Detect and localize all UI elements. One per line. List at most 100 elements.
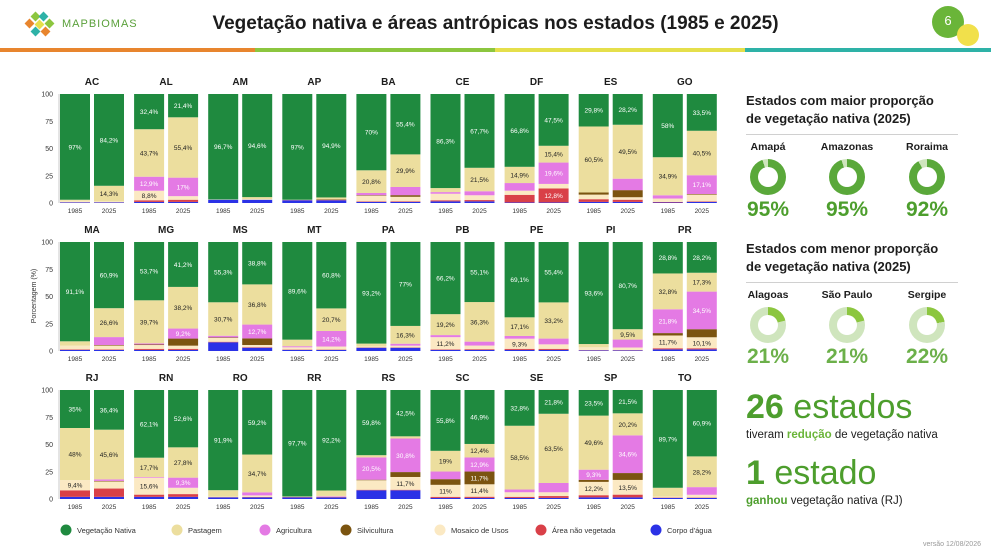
bar-segment-veg	[134, 390, 165, 458]
year-tick-label: 1985	[438, 208, 453, 215]
year-tick-label: 1985	[216, 504, 231, 511]
bar-value-label: 32,8%	[510, 405, 529, 412]
bar-segment-agri	[316, 331, 347, 347]
bar-segment-agua	[94, 202, 124, 203]
bar-value-label: 97%	[291, 144, 304, 151]
bar-value-label: 43,7%	[140, 150, 159, 157]
year-tick-label: 1985	[661, 208, 676, 215]
bar-segment-silv	[208, 337, 239, 338]
bar-segment-past	[356, 455, 387, 458]
bar-value-label: 28,2%	[693, 469, 712, 476]
year-tick-label: 2025	[250, 504, 265, 511]
bar-segment-past	[168, 117, 199, 178]
bar-segment-nveg	[538, 496, 569, 498]
bar-value-label: 38,8%	[248, 261, 267, 268]
year-tick-label: 2025	[398, 356, 413, 363]
state-label: PI	[606, 225, 616, 236]
bar-segment-agua	[504, 349, 535, 351]
bar-value-label: 40,5%	[693, 151, 712, 158]
bar-segment-past	[578, 126, 609, 193]
bar-segment-past	[504, 425, 535, 490]
bar-segment-nveg	[430, 200, 461, 202]
bar-value-label: 93,6%	[584, 291, 603, 298]
legend-label: Vegetação Nativa	[77, 526, 137, 535]
bar-segment-veg	[390, 94, 421, 155]
y-tick-label: 0	[49, 349, 53, 356]
bar-value-label: 48%	[68, 452, 81, 459]
bar-segment-agri	[94, 337, 124, 346]
lowest-state-name: Alagoas	[747, 289, 789, 301]
year-tick-label: 2025	[176, 504, 191, 511]
year-tick-label: 1985	[364, 208, 379, 215]
state-label: AL	[159, 77, 172, 88]
legend-swatch	[171, 524, 183, 536]
bar-segment-veg	[538, 390, 569, 414]
bar-segment-agua	[430, 201, 461, 203]
bar-segment-agri	[464, 457, 495, 472]
bar-segment-mos	[94, 345, 124, 350]
year-tick-label: 1985	[661, 356, 676, 363]
bar-segment-veg	[390, 242, 421, 326]
bar-segment-silv	[686, 329, 717, 338]
bar-segment-mos	[686, 337, 717, 349]
bar-segment-agri	[390, 186, 421, 196]
bar-segment-agua	[612, 497, 643, 499]
highest-state-name: Amazonas	[820, 141, 874, 153]
bar-segment-mos	[430, 193, 461, 201]
legend-swatch	[340, 524, 352, 536]
state-label: MA	[84, 225, 100, 236]
bar-value-label: 9,2%	[176, 331, 191, 338]
state-label: DF	[530, 77, 543, 88]
bar-value-label: 9,3%	[176, 480, 191, 487]
bar-segment-agri	[282, 346, 313, 348]
bar-value-label: 94,9%	[322, 143, 341, 150]
bar-segment-mos	[612, 197, 643, 200]
bar-segment-agua	[504, 202, 535, 203]
bar-segment-veg	[242, 94, 273, 198]
donut-chart-icon	[829, 159, 865, 195]
bar-segment-past	[686, 456, 717, 488]
bar-value-label: 77%	[399, 281, 412, 288]
state-label: PB	[456, 225, 470, 236]
bar-value-label: 15,6%	[140, 484, 159, 491]
bar-segment-agri	[356, 457, 387, 480]
bar-value-label: 46,9%	[470, 414, 489, 421]
bar-value-label: 11,7%	[659, 339, 677, 346]
bar-segment-agua	[282, 497, 313, 499]
highest-state-name: Amapá	[750, 141, 786, 153]
bar-segment-veg	[464, 390, 495, 444]
state-label: RS	[381, 373, 395, 384]
state-label: MT	[307, 225, 321, 236]
year-tick-label: 1985	[142, 356, 157, 363]
year-tick-label: 1985	[512, 504, 527, 511]
bar-segment-agua	[94, 496, 124, 499]
year-tick-label: 1985	[586, 208, 601, 215]
year-tick-label: 2025	[324, 504, 339, 511]
bar-segment-agua	[430, 349, 461, 351]
bar-value-label: 21,5%	[470, 177, 489, 184]
bar-segment-agri	[390, 343, 421, 346]
bar-segment-past	[612, 413, 643, 436]
bar-value-label: 12,4%	[470, 448, 489, 455]
bar-segment-silv	[390, 472, 421, 477]
bar-segment-past	[60, 199, 90, 201]
bar-segment-past	[242, 197, 273, 200]
y-tick-label: 0	[49, 201, 53, 208]
bar-segment-agri	[168, 477, 199, 488]
bar-segment-past	[578, 344, 609, 348]
bar-value-label: 86,3%	[436, 139, 455, 146]
bar-segment-past	[652, 487, 683, 497]
bar-segment-veg	[94, 242, 124, 309]
bar-segment-past	[134, 457, 165, 477]
state-label: ES	[604, 77, 618, 88]
bar-value-label: 33,2%	[544, 318, 563, 325]
bar-segment-agua	[538, 202, 569, 203]
highest-state-pct: 92%	[905, 198, 949, 221]
bar-segment-nveg	[134, 494, 165, 497]
bar-segment-past	[208, 302, 239, 336]
state-label: MS	[233, 225, 248, 236]
bar-value-label: 59,8%	[362, 420, 381, 427]
bar-value-label: 19%	[439, 459, 452, 466]
bar-segment-nveg	[504, 194, 535, 203]
